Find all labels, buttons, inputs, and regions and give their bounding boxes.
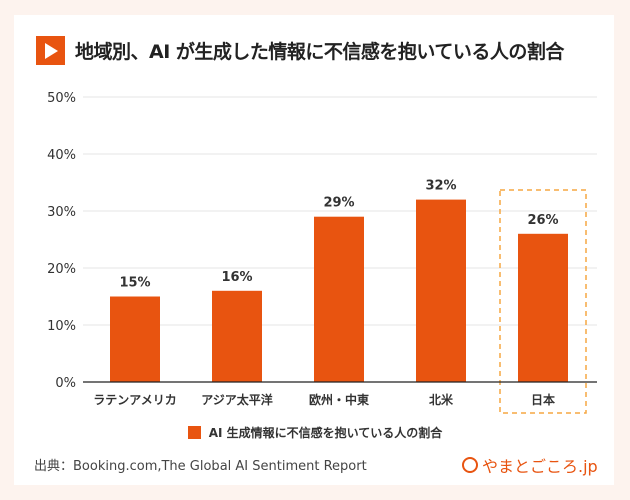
data-label: 32% (425, 179, 456, 194)
data-label: 26% (527, 213, 558, 228)
legend: AI 生成情報に不信感を抱いている人の割合 (0, 424, 630, 441)
y-tick-label: 20% (47, 262, 76, 277)
x-tick-label: 日本 (531, 392, 555, 407)
data-label: 16% (221, 270, 252, 285)
legend-label: AI 生成情報に不信感を抱いている人の割合 (208, 426, 443, 440)
chart-title: 地域別、AI が生成した情報に不信感を抱いている人の割合 (36, 36, 564, 65)
x-tick-label: アジア太平洋 (201, 392, 273, 407)
play-icon (36, 36, 65, 65)
bar (518, 233, 568, 382)
y-tick-label: 50% (47, 91, 76, 106)
highlight-box (499, 189, 587, 414)
logo: やまとごころ.jp (462, 453, 598, 477)
y-tick-label: 0% (55, 376, 76, 391)
bar (314, 216, 364, 382)
data-label: 29% (323, 196, 354, 211)
x-tick-label: 欧州・中東 (309, 392, 369, 407)
y-tick-label: 30% (47, 205, 76, 220)
y-tick-label: 40% (47, 148, 76, 163)
legend-swatch (187, 426, 201, 439)
title-text: 地域別、AI が生成した情報に不信感を抱いている人の割合 (75, 41, 564, 63)
bar (416, 199, 466, 382)
x-tick-label: 北米 (429, 392, 454, 407)
source-text: 出典：Booking.com,The Global AI Sentiment R… (34, 459, 367, 474)
bar (212, 290, 262, 382)
logo-text: やまとごころ.jp (482, 457, 598, 476)
logo-icon (462, 457, 478, 473)
data-label: 15% (119, 276, 150, 291)
x-tick-label: ラテンアメリカ (93, 393, 176, 407)
bar (110, 296, 160, 382)
y-tick-label: 10% (47, 319, 76, 334)
